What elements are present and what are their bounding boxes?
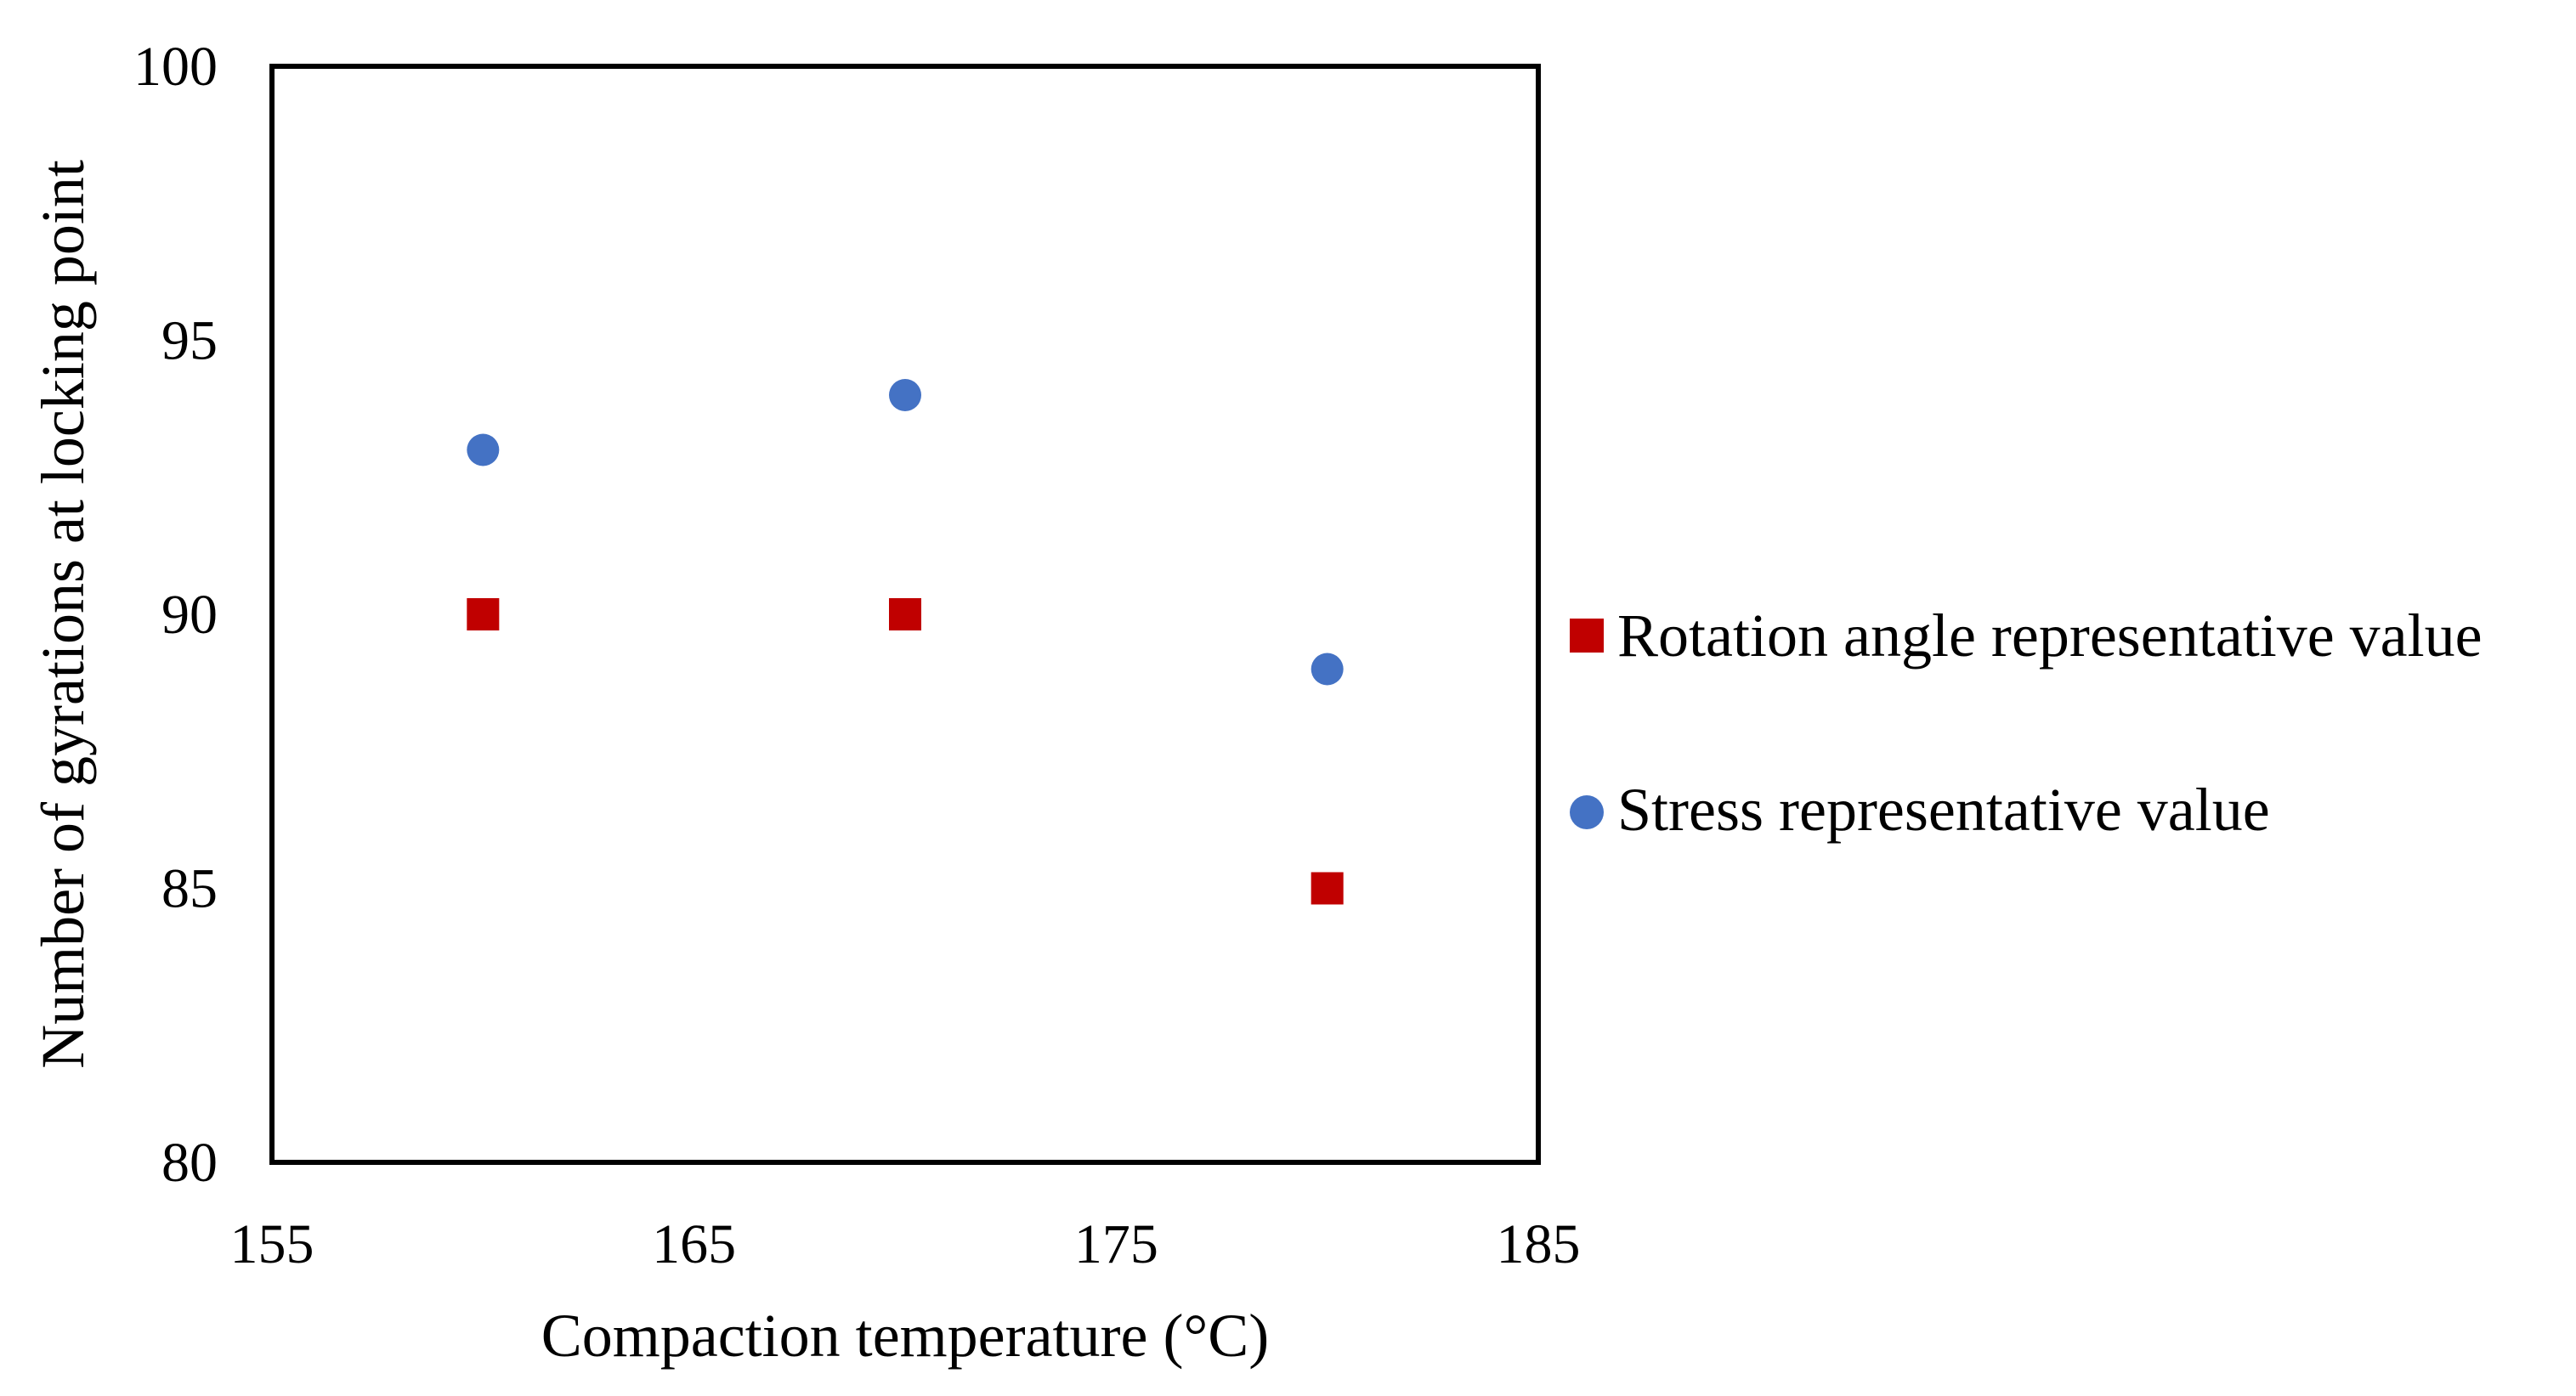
rotation-angle-point-0	[467, 598, 500, 630]
rotation-angle-point-2	[1311, 872, 1344, 905]
data-points	[467, 379, 1344, 905]
legend-label-stress: Stress representative value	[1617, 776, 2270, 844]
x-axis-label: Compaction temperature (°C)	[541, 1302, 1270, 1370]
y-axis-ticks: 80 85 90 95 100	[133, 36, 218, 1194]
x-tick-label: 185	[1497, 1213, 1581, 1275]
stress-point-2	[1311, 653, 1344, 686]
x-tick-label: 165	[652, 1213, 736, 1275]
y-tick-label: 85	[161, 858, 218, 920]
y-axis-label: Number of gyrations at locking point	[29, 160, 97, 1069]
legend-label-rotation-angle: Rotation angle representative value	[1617, 602, 2483, 670]
x-axis-ticks: 155 165 175 185	[230, 1213, 1581, 1275]
stress-point-1	[889, 379, 921, 411]
x-tick-label: 175	[1074, 1213, 1158, 1275]
legend: Rotation angle representative value Stre…	[1570, 602, 2483, 844]
y-tick-label: 80	[161, 1132, 218, 1194]
y-tick-label: 100	[133, 36, 218, 98]
y-tick-label: 90	[161, 584, 218, 646]
rotation-angle-point-1	[889, 598, 921, 630]
legend-marker-stress	[1570, 795, 1604, 829]
x-tick-label: 155	[230, 1213, 314, 1275]
y-tick-label: 95	[161, 310, 218, 372]
stress-point-0	[467, 433, 500, 466]
legend-marker-rotation-angle	[1570, 619, 1604, 653]
